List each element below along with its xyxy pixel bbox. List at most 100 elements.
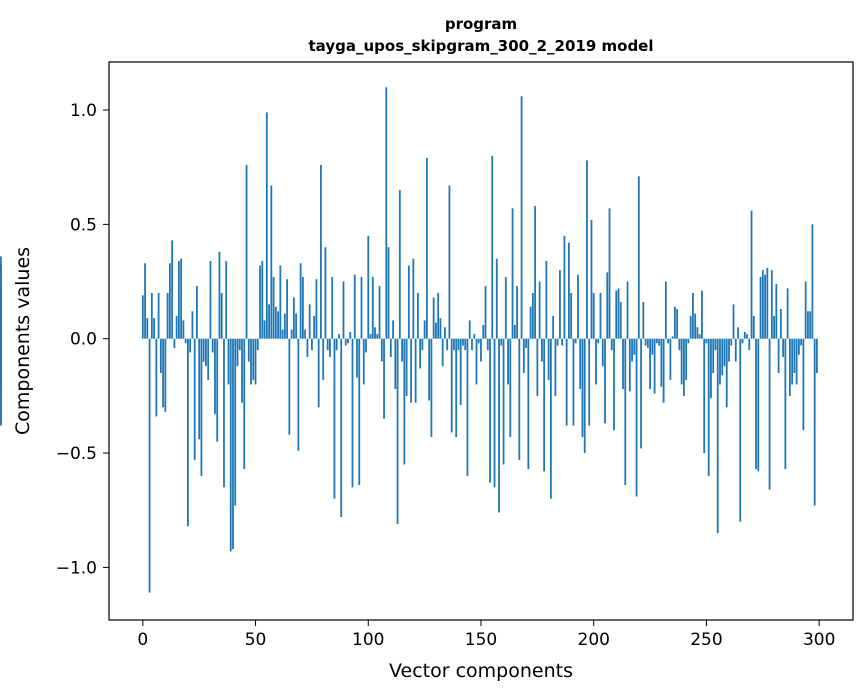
- bar-101: [369, 334, 372, 339]
- bar-197: [586, 160, 588, 339]
- bar-192: [574, 338, 577, 344]
- bar-164: [511, 208, 514, 339]
- bar-43: [238, 338, 241, 351]
- bar-298: [813, 338, 816, 506]
- bar-176: [538, 281, 541, 339]
- bar-135: [446, 338, 449, 351]
- bar-48: [250, 338, 252, 385]
- bar-241: [685, 338, 688, 380]
- bar-32: [214, 338, 216, 415]
- bar-270: [750, 210, 753, 339]
- bar-208: [610, 338, 613, 351]
- bar-133: [441, 338, 444, 367]
- y-axis-ticks: −1.0 −0.5 0.0 0.5 1.0: [56, 101, 109, 578]
- bar-259: [725, 338, 728, 408]
- bar-233: [667, 338, 670, 344]
- bar-158: [498, 338, 500, 513]
- bar-202: [597, 338, 600, 344]
- bar-undefined: [0, 338, 2, 424]
- bar-147: [473, 334, 476, 339]
- bar-171: [527, 338, 530, 470]
- bar-52: [259, 265, 261, 339]
- bar-102: [371, 276, 374, 339]
- bar-200: [592, 292, 595, 339]
- bar-91: [347, 338, 349, 344]
- bar-106: [380, 338, 383, 362]
- bar-231: [662, 338, 665, 403]
- bar-189: [568, 242, 570, 339]
- bar-205: [604, 338, 606, 424]
- bar-239: [680, 338, 683, 385]
- bar-173: [531, 292, 534, 339]
- bar-180: [547, 338, 550, 380]
- bar-278: [768, 338, 771, 490]
- bar-292: [800, 338, 803, 346]
- bar-86: [335, 338, 338, 351]
- bar-57: [270, 185, 273, 339]
- bar-155: [491, 155, 494, 339]
- bar-23: [193, 338, 196, 460]
- bar-249: [703, 338, 706, 454]
- bar-275: [761, 270, 764, 339]
- bar-193: [577, 274, 579, 339]
- bar-54: [263, 320, 266, 339]
- bar-83: [329, 338, 331, 358]
- y-tick-label-0: −1.0: [56, 558, 97, 578]
- bar-undefined: [0, 288, 2, 339]
- bar-68: [295, 313, 298, 339]
- bar-232: [664, 281, 667, 339]
- bar-299: [816, 338, 818, 374]
- bar-149: [477, 338, 480, 344]
- y-tick-label-1: −0.5: [56, 444, 97, 464]
- bar-127: [428, 338, 431, 401]
- x-tick-label-0: 0: [137, 630, 148, 650]
- bar-221: [640, 338, 642, 449]
- bar-251: [707, 338, 710, 476]
- bar-162: [507, 338, 509, 385]
- bar-67: [292, 297, 295, 339]
- bar-184: [556, 338, 559, 346]
- bar-129: [432, 297, 435, 339]
- bar-115: [401, 338, 403, 362]
- bar-152: [484, 286, 487, 339]
- bar-213: [622, 338, 624, 390]
- bar-294: [804, 281, 807, 339]
- bar-18: [182, 320, 185, 339]
- bar-286: [786, 288, 789, 339]
- bar-109: [387, 247, 390, 339]
- bar-26: [200, 338, 203, 476]
- y-tick-label-4: 1.0: [70, 101, 97, 121]
- y-axis-label: Components values: [12, 247, 34, 435]
- bar-216: [628, 338, 631, 392]
- bar-65: [288, 338, 291, 435]
- bar-166: [516, 286, 518, 339]
- bar-51: [256, 338, 259, 351]
- bar-116: [403, 338, 406, 465]
- bar-271: [752, 315, 755, 339]
- bar-38: [227, 338, 230, 385]
- bar-37: [225, 260, 228, 339]
- bar-285: [784, 338, 787, 470]
- bar-71: [301, 276, 304, 339]
- bar-72: [304, 329, 307, 339]
- bar-187: [563, 235, 566, 339]
- bar-211: [617, 288, 620, 339]
- bar-76: [313, 315, 316, 339]
- bar-126: [425, 158, 428, 339]
- bar-293: [802, 338, 805, 431]
- bar-210: [615, 290, 618, 339]
- bar-238: [678, 338, 681, 351]
- bar-252: [710, 338, 712, 399]
- bar-28: [205, 338, 207, 367]
- bar-287: [788, 338, 791, 396]
- bar-159: [500, 338, 503, 346]
- bar-139: [455, 338, 458, 438]
- bar-190: [570, 292, 573, 339]
- bar-182: [552, 315, 555, 339]
- bar-42: [236, 338, 239, 367]
- bar-179: [545, 260, 548, 339]
- bar-31: [211, 338, 214, 353]
- bar-95: [356, 338, 358, 378]
- bar-11: [166, 292, 169, 339]
